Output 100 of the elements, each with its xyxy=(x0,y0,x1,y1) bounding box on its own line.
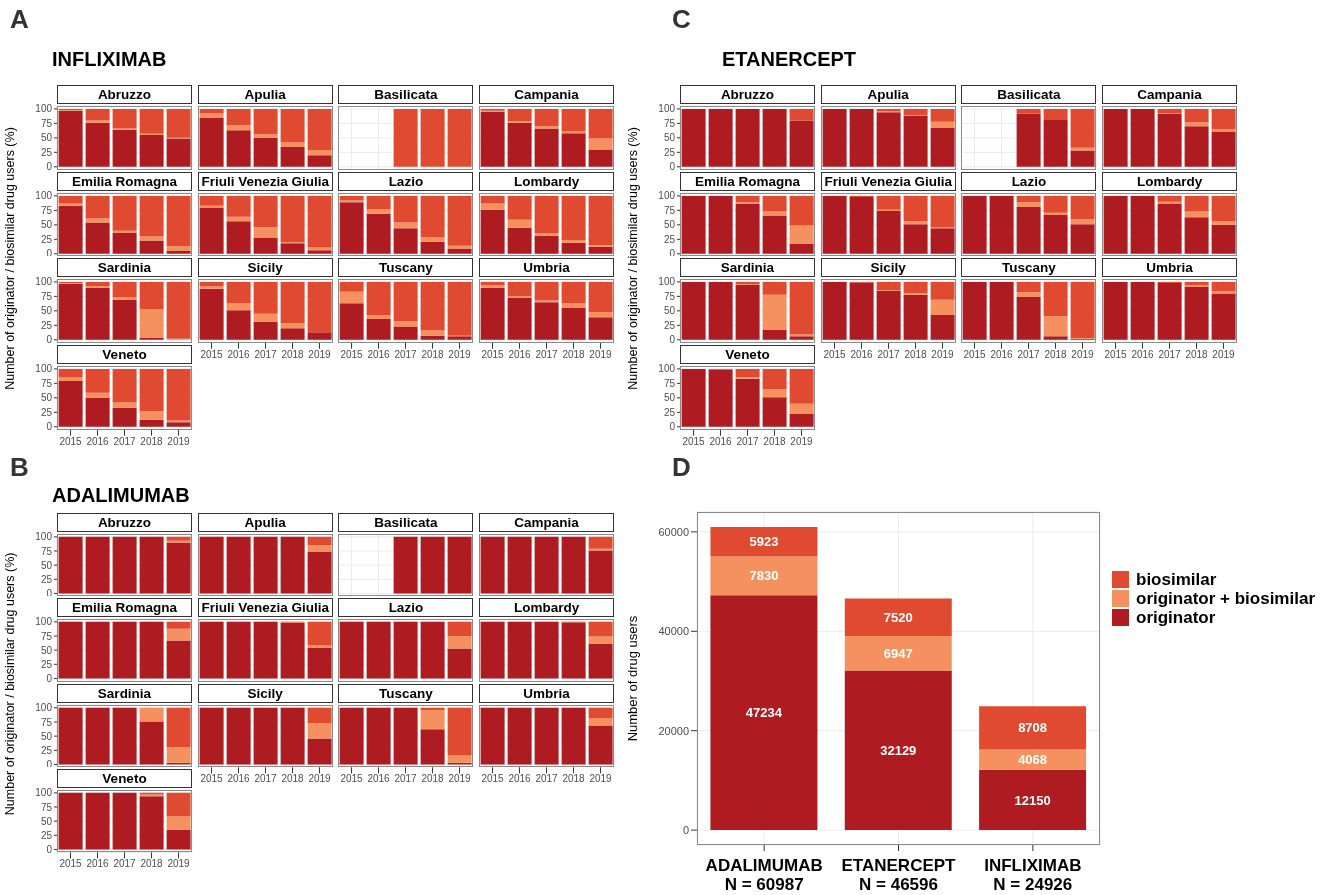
x-tick-label: 2015 xyxy=(682,435,706,447)
x-tick-label: 2019 xyxy=(308,349,331,361)
x-tick-label: ADALIMUMAB N = 60987 xyxy=(705,856,823,894)
y-tick-label: 75 xyxy=(663,204,676,216)
x-tick-label: 2016 xyxy=(86,858,110,870)
y-tick-label: 100 xyxy=(35,701,53,713)
y-tick-label: 50 xyxy=(40,392,53,404)
chart-title: Lazio xyxy=(961,171,1097,191)
chart-title: Abruzzo xyxy=(680,85,815,104)
chart-title: Tuscany xyxy=(338,258,474,278)
x-tick-label: 2017 xyxy=(254,349,277,361)
chart-title: Abruzzo xyxy=(57,85,192,104)
y-tick-label: 75 xyxy=(40,716,53,728)
x-tick-label: 2015 xyxy=(59,858,83,870)
x-tick-label: ETANERCEPT N = 46596 xyxy=(841,856,957,894)
chart-title: Campania xyxy=(1102,85,1238,104)
x-tick-label: 2018 xyxy=(1185,349,1209,361)
y-tick-label: 25 xyxy=(663,233,676,245)
x-tick-label: 2019 xyxy=(1071,349,1095,361)
chart-title: Friuli Venezia Giulia xyxy=(197,171,333,191)
y-axis-title: Number of originator / biosimilar drug users (%) xyxy=(3,126,18,392)
chart-title: Sicily xyxy=(820,258,956,278)
x-tick-label: 2016 xyxy=(709,435,733,447)
y-tick-label: 75 xyxy=(40,545,53,557)
x-tick-label: 2015 xyxy=(963,349,987,361)
x-tick-label: 2016 xyxy=(367,772,391,784)
x-tick-label: 2016 xyxy=(508,349,532,361)
chart-title: Tuscany xyxy=(961,258,1097,278)
chart-title: Apulia xyxy=(197,85,333,104)
chart-title: Lombardy xyxy=(1102,171,1238,191)
y-tick-label: 75 xyxy=(40,204,53,216)
y-tick-label: 25 xyxy=(40,233,53,245)
x-tick-label: 2019 xyxy=(589,772,613,784)
y-tick-label: 0 xyxy=(46,334,53,346)
y-tick-label: 25 xyxy=(663,146,676,158)
y-tick-label: 25 xyxy=(40,406,53,418)
y-tick-label: 60000 xyxy=(658,525,689,538)
y-tick-label: 25 xyxy=(40,829,53,841)
y-tick-label: 25 xyxy=(40,573,53,585)
chart-title: Lombardy xyxy=(479,171,615,191)
y-tick-label: 25 xyxy=(40,659,53,671)
chart-title: Umbria xyxy=(1102,258,1238,278)
x-tick-label: 2017 xyxy=(1158,349,1182,361)
y-tick-label: 75 xyxy=(663,378,676,390)
chart-title: Emilia Romagna xyxy=(680,171,815,191)
y-tick-label: 100 xyxy=(35,103,53,115)
x-tick-label: 2019 xyxy=(308,772,331,784)
y-tick-label: 100 xyxy=(658,103,676,115)
y-tick-label: 100 xyxy=(35,787,53,799)
chart-title: Tuscany xyxy=(338,683,474,703)
x-tick-label: 2017 xyxy=(535,349,559,361)
y-tick-label: 100 xyxy=(35,190,53,202)
y-tick-label: 75 xyxy=(40,801,53,813)
y-tick-label: 0 xyxy=(46,758,53,770)
legend-label: biosimilar xyxy=(1136,569,1217,590)
y-tick-label: 50 xyxy=(40,305,53,317)
x-tick-label: 2015 xyxy=(200,349,223,361)
x-tick-label: 2018 xyxy=(421,772,445,784)
x-tick-label: 2015 xyxy=(481,349,505,361)
chart-title: Emilia Romagna xyxy=(57,598,192,618)
x-tick-label: 2018 xyxy=(562,349,586,361)
data-label: 32129 xyxy=(880,742,917,758)
chart-title: Lombardy xyxy=(479,598,615,618)
chart-title: Apulia xyxy=(820,85,956,104)
data-label: 7830 xyxy=(749,568,779,584)
x-tick-label: 2015 xyxy=(481,772,505,784)
y-tick-label: 25 xyxy=(663,406,676,418)
x-tick-label: 2015 xyxy=(1104,349,1128,361)
data-label: 8708 xyxy=(1018,720,1048,736)
y-tick-label: 50 xyxy=(40,132,53,144)
chart-title: Emilia Romagna xyxy=(57,171,192,191)
y-tick-label: 0 xyxy=(669,161,676,173)
x-tick-label: 2016 xyxy=(990,349,1014,361)
y-tick-label: 75 xyxy=(40,378,53,390)
y-tick-label: 0 xyxy=(669,334,676,346)
x-tick-label: 2017 xyxy=(113,858,137,870)
x-tick-label: 2019 xyxy=(589,349,613,361)
x-tick-label: 2018 xyxy=(140,858,164,870)
y-tick-label: 50 xyxy=(663,305,676,317)
x-tick-label: 2015 xyxy=(200,772,223,784)
chart-title: Sardinia xyxy=(57,683,192,703)
x-tick-label: 2017 xyxy=(394,772,418,784)
x-tick-label: 2017 xyxy=(254,772,277,784)
chart-title: Basilicata xyxy=(338,513,474,532)
chart-title: Apulia xyxy=(197,513,333,532)
y-tick-label: 0 xyxy=(46,248,53,260)
y-tick-label: 75 xyxy=(40,291,53,303)
y-tick-label: 0 xyxy=(46,673,53,685)
y-tick-label: 50 xyxy=(663,132,676,144)
y-tick-label: 0 xyxy=(682,823,689,836)
y-tick-label: 0 xyxy=(46,161,53,173)
y-tick-label: 50 xyxy=(40,644,53,656)
y-axis-title: Number of originator / biosimilar drug users (%) xyxy=(626,126,641,392)
chart-title: Sardinia xyxy=(680,258,815,278)
y-axis-title: Number of drug users xyxy=(624,615,640,742)
y-tick-label: 0 xyxy=(46,843,53,855)
x-tick-label: 2019 xyxy=(448,349,472,361)
x-tick-label: 2016 xyxy=(367,349,391,361)
x-tick-label: 2015 xyxy=(823,349,846,361)
data-label: 4068 xyxy=(1018,752,1048,768)
